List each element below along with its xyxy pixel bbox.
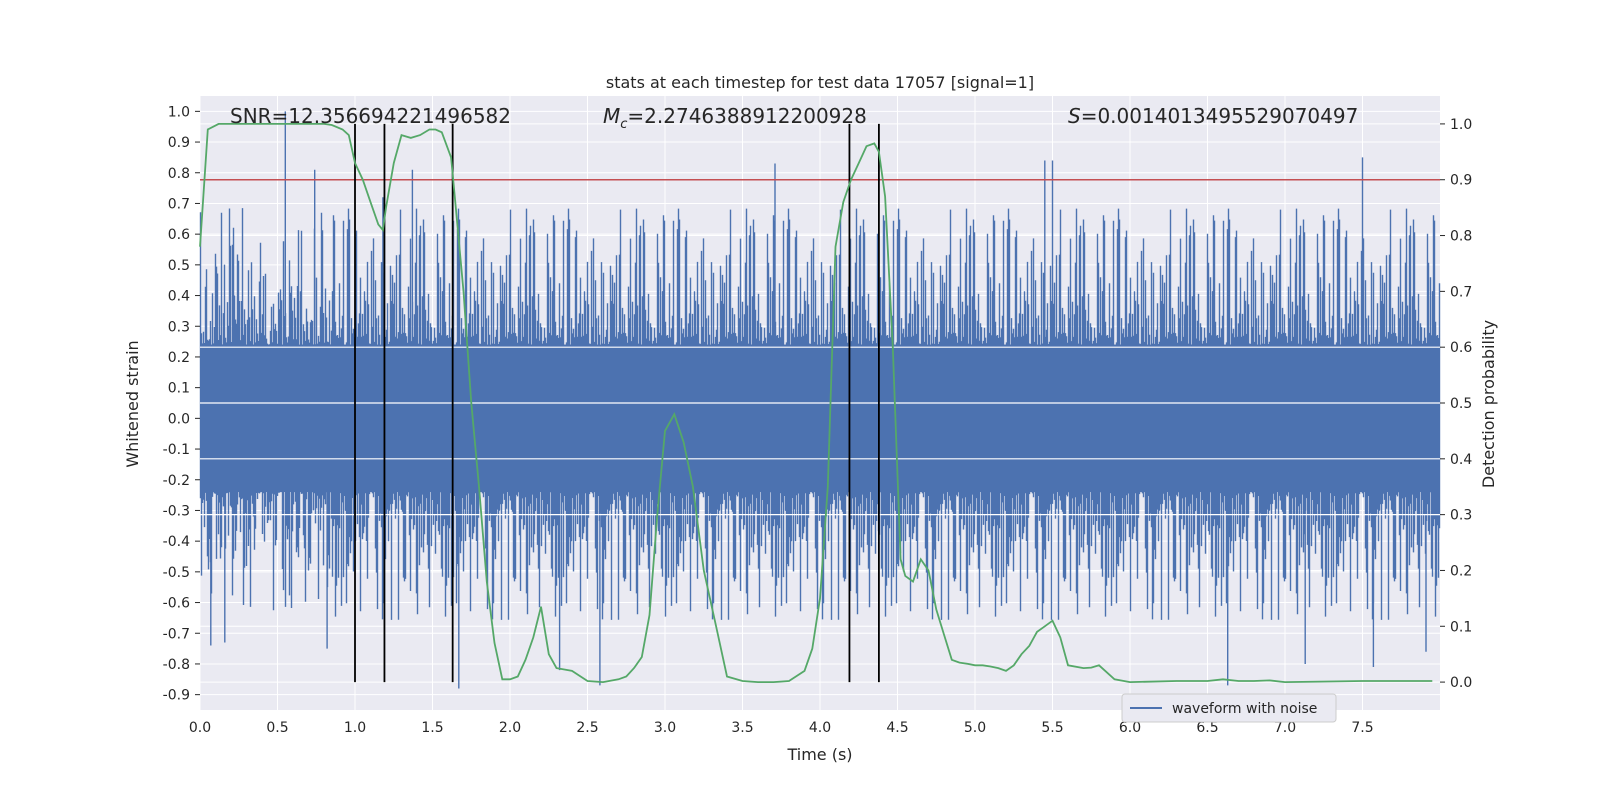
right-tick-label: 0.9 [1450,173,1472,189]
left-tick-label: 0.9 [168,135,190,151]
left-tick-label: 0.7 [168,196,190,212]
right-tick-label: 0.5 [1450,396,1472,412]
y-axis-label-left: Whitened strain [123,340,142,467]
x-tick-label: 0.5 [266,720,288,736]
left-tick-label: -0.2 [163,473,190,489]
x-tick-label: 6.5 [1196,720,1218,736]
legend-box [1121,693,1337,723]
x-tick-label: 6.0 [1119,720,1141,736]
left-tick-label: 0.4 [168,289,190,305]
left-tick-label: -0.1 [163,442,190,458]
s-annotation: S=0.0014013495529070497 [1068,104,1358,128]
x-tick-label: 2.0 [499,720,521,736]
snr-annotation: SNR=12.356694221496582 [230,104,511,128]
left-tick-label: -0.9 [163,688,190,704]
detection-probability-group [199,123,1433,684]
right-tick-label: 0.6 [1450,340,1472,356]
s-symbol: S [1068,104,1081,128]
s-value: =0.0014013495529070497 [1081,104,1359,128]
x-tick-label: 0.0 [189,720,211,736]
axes: 0.0 0.5 1.0 1.5 2.0 2.5 3.0 3.5 4.0 4.5 5.0 5.5 6.0 6… [163,104,1473,736]
legend: waveform with noise [1121,693,1337,723]
left-tick-label: -0.3 [163,503,190,519]
right-tick-label: 0.7 [1450,284,1472,300]
x-tick-label: 7.5 [1351,720,1373,736]
chirp-mass-value: =2.2746388912200928 [627,104,866,128]
left-tick-label: -0.4 [163,534,190,550]
x-tick-label: 1.0 [344,720,366,736]
right-tick-label: 0.0 [1450,675,1472,691]
x-tick-label: 1.5 [421,720,443,736]
left-tick-label: -0.5 [163,565,190,581]
x-tick-label: 3.0 [654,720,676,736]
right-tick-label: 0.1 [1450,619,1472,635]
left-tick-label: -0.8 [163,657,190,673]
right-tick-label: 0.4 [1450,452,1472,468]
chirp-mass-subscript: c [620,117,627,132]
left-tick-label: 0.2 [168,350,190,366]
chart-title: stats at each timestep for test data 170… [606,73,1034,92]
x-tick-label: 2.5 [576,720,598,736]
left-tick-label: -0.7 [163,626,190,642]
right-tick-label: 0.3 [1450,508,1472,524]
left-tick-label: 0.1 [168,381,190,397]
right-tick-label: 0.2 [1450,563,1472,579]
vertical-markers [354,123,880,683]
right-tick-label: 0.8 [1450,229,1472,245]
x-axis-label: Time (s) [786,745,852,764]
x-tick-label: 5.0 [964,720,986,736]
detection-probability-line [199,123,1433,684]
y-axis-label-right: Detection probability [1479,320,1498,488]
left-tick-label: 0.3 [168,319,190,335]
waveform-core [200,344,1440,493]
left-tick-label: 0.8 [168,166,190,182]
chirp-mass-annotation: Mc=2.2746388912200928 [603,104,867,132]
x-tick-label: 4.0 [809,720,831,736]
left-tick-label: 0.0 [168,411,190,427]
right-tick-label: 1.0 [1450,117,1472,133]
chirp-mass-symbol: M [603,104,620,128]
x-tick-label: 5.5 [1041,720,1063,736]
legend-entry-waveform: waveform with noise [1172,701,1317,717]
x-tick-label: 7.0 [1274,720,1296,736]
left-tick-label: 1.0 [168,104,190,120]
x-tick-label: 3.5 [731,720,753,736]
x-tick-label: 4.5 [886,720,908,736]
waveform-with-noise [199,111,1441,689]
left-tick-label: 0.6 [168,227,190,243]
left-tick-label: 0.5 [168,258,190,274]
left-tick-label: -0.6 [163,596,190,612]
